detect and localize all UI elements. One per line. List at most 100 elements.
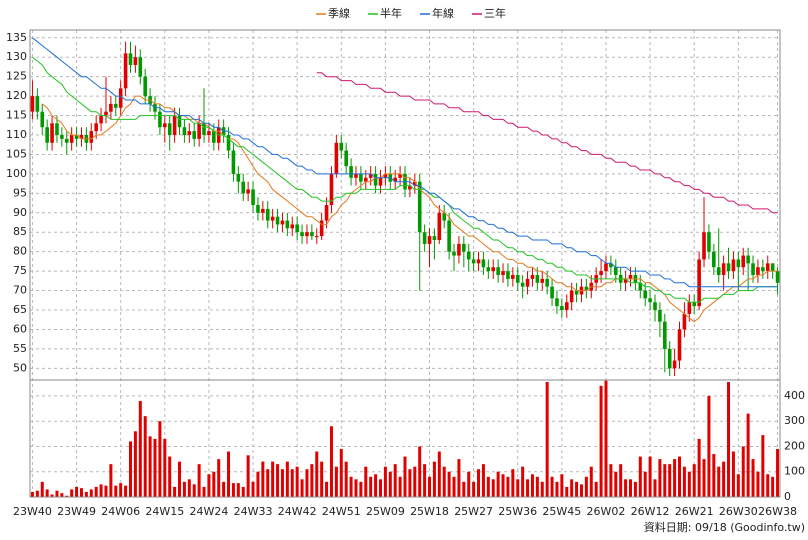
candle-body [623, 278, 628, 283]
volume-bar [678, 456, 682, 497]
candle-body [378, 177, 383, 186]
volume-bar [231, 483, 235, 497]
x-tick-label: 26W30 [719, 505, 758, 518]
candle-body [79, 135, 84, 139]
y-tick-label: 135 [6, 31, 27, 44]
candle-body [697, 259, 701, 307]
volume-bar [79, 488, 83, 497]
source-note: 資料日期: 09/18 (Goodinfo.tw) [644, 520, 805, 534]
volume-bar [241, 486, 245, 497]
volume-bar [290, 469, 294, 497]
volume-tick-label: 100 [784, 465, 805, 478]
candle-body [163, 123, 167, 128]
candle-body [167, 123, 172, 135]
candle-body [422, 232, 427, 244]
volume-bar [305, 469, 309, 497]
volume-bar [423, 464, 427, 497]
x-tick-label: 26W02 [587, 505, 626, 518]
legend-item: 年線 [420, 6, 454, 20]
candle-body [648, 298, 652, 303]
candle-body [354, 173, 358, 178]
candle-body [667, 348, 672, 369]
volume-bar [604, 380, 608, 497]
volume-bar [344, 461, 348, 497]
volume-bar [222, 481, 226, 497]
volume-bar [570, 479, 574, 497]
candle-body [731, 259, 736, 272]
candle-body [314, 236, 319, 238]
volume-bar [491, 479, 495, 497]
candle-body [413, 181, 417, 186]
volume-bar [378, 479, 382, 497]
candle-body [736, 259, 741, 268]
volume-bar [133, 431, 137, 497]
volume-bar [717, 466, 721, 497]
volume-bar [187, 479, 191, 497]
candle-body [261, 208, 265, 213]
volume-bar [124, 485, 128, 497]
candle-body [643, 290, 647, 299]
x-tick-label: 24W51 [322, 505, 361, 518]
y-tick-label: 80 [13, 245, 27, 258]
volume-bar [256, 471, 260, 497]
candle-body [584, 286, 589, 291]
candle-body [182, 127, 187, 135]
candle-body [721, 263, 726, 275]
volume-bar [158, 421, 162, 497]
volume-bar [727, 382, 731, 497]
volume-bar [746, 413, 750, 497]
volume-bar [481, 464, 485, 497]
y-tick-label: 90 [13, 206, 27, 219]
candle-body [104, 111, 108, 116]
candle-body [231, 150, 236, 174]
volume-bar [94, 486, 98, 497]
volume-bar [633, 481, 637, 497]
legend-item: 半年 [368, 6, 402, 20]
volume-bar [40, 481, 44, 497]
volume-bar [530, 474, 534, 497]
volume-bar [579, 484, 583, 497]
candle-body [442, 212, 447, 221]
volume-bar [741, 446, 745, 497]
volume-bar [776, 448, 780, 497]
volume-bar [467, 471, 471, 497]
volume-bar [280, 469, 284, 497]
volume-bar [168, 456, 172, 497]
candle-body [275, 216, 280, 225]
candle-body [329, 173, 334, 205]
volume-bar [227, 451, 231, 497]
volume-bar [89, 489, 93, 497]
candle-body [60, 135, 64, 139]
candle-body [212, 131, 216, 143]
volume-bar [339, 448, 343, 497]
x-tick-label: 24W42 [278, 505, 317, 518]
candle-body [515, 275, 520, 283]
candle-body [128, 53, 133, 65]
candle-body [40, 111, 45, 128]
candle-body [69, 135, 74, 143]
candle-body [761, 267, 765, 272]
volume-bar [207, 474, 211, 497]
candle-body [324, 205, 329, 221]
x-tick-label: 25W45 [542, 505, 581, 518]
x-tick-label: 24W33 [234, 505, 273, 518]
candle-body [452, 251, 456, 256]
volume-bar [462, 481, 466, 497]
volume-bar [619, 464, 623, 497]
volume-bar [178, 461, 182, 497]
candle-body [427, 236, 432, 244]
volume-bar [212, 471, 216, 497]
volume-bar [555, 481, 559, 497]
candle-body [35, 96, 40, 112]
candle-body [555, 298, 559, 307]
volume-bar [197, 464, 201, 497]
candle-body [300, 232, 304, 237]
candle-body [712, 251, 716, 268]
volume-bar [398, 476, 402, 497]
candle-body [672, 360, 677, 369]
candle-body [540, 278, 545, 283]
volume-bar [30, 491, 34, 497]
volume-bar [55, 490, 59, 497]
volume-bar [511, 469, 515, 497]
legend-item: 季線 [316, 6, 350, 20]
